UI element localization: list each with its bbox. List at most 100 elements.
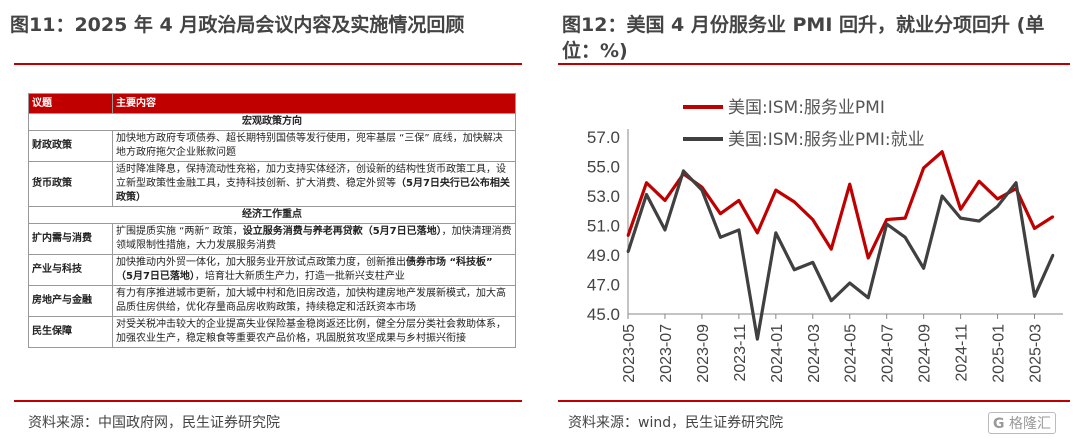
content-text: 加快地方政府专项债券、超长期特别国债等发行使用，兜牢基层 “三保” 底线，加快解… (116, 133, 503, 158)
row-content: 扩围提质实施 “两新” 政策，设立服务消费与养老再贷款（5月7日已落地），加快清… (112, 223, 516, 255)
data-point (1014, 181, 1018, 184)
data-point (867, 296, 870, 299)
y-tick-label: 49.0 (587, 246, 620, 265)
section-title: 经济工作重点 (28, 206, 516, 224)
row-topic: 民生保障 (28, 316, 113, 348)
data-point (885, 218, 888, 221)
row-topic: 产业与科技 (28, 254, 113, 286)
x-tick-label: 2024-07 (880, 324, 897, 383)
data-point (922, 267, 925, 270)
x-tick-label: 2025-03 (1028, 324, 1045, 383)
row-content: 加快推动内外贸一体化，加大服务业开放试点政策力度，创新推出债券市场 “科技板” … (112, 254, 516, 286)
y-tick-label: 57.0 (587, 128, 620, 147)
x-tick-label: 2023-09 (695, 324, 712, 383)
data-point (645, 193, 648, 196)
data-point (996, 205, 999, 208)
data-point (774, 188, 778, 192)
y-tick-label: 55.0 (587, 158, 620, 177)
data-point (663, 228, 667, 232)
row-content: 对受关税冲击较大的企业提高失业保险基金稳岗返还比例，健全分层分类社会救助体系，加… (112, 316, 516, 348)
data-point (1033, 295, 1036, 298)
data-point (626, 250, 630, 254)
highlight-text: 债券市场 “科技板” （5月7日已落地） (116, 257, 493, 282)
x-tick-label: 2025-01 (991, 324, 1008, 383)
table-row: 货币政策 适时降准降息，保持流动性充裕，加力支持实体经济，创设新的结构性货币政策工… (28, 161, 516, 207)
x-tick-label: 2024-09 (917, 324, 934, 383)
data-point (977, 219, 981, 223)
right-panel: 图12：美国 4 月份服务业 PMI 回升，就业分项回升 (单位：%) 57.0… (548, 0, 1080, 440)
x-tick-label: 2023-11 (732, 324, 749, 382)
table-row: 房地产与金融 有力有序推进城市更新，加大城中村和危旧房改造，加快构建房地产发展新模… (28, 285, 516, 317)
data-point (848, 183, 851, 186)
legend-label: 美国:ISM:服务业PMI:就业 (728, 130, 925, 150)
left-panel: 图11：2025 年 4 月政治局会议内容及实施情况回顾 议题 主要内容 宏观政… (0, 0, 535, 440)
content-text: 有力有序推进城市更新，加大城中村和危旧房改造，加快构建房地产发展新模式，加大高品… (116, 288, 506, 313)
series-line-employment (626, 169, 1055, 341)
content-text: 加快推动内外贸一体化，加大服务业开放试点政策力度，创新推出 (116, 257, 406, 268)
source-note: 资料来源：wind，民生证券研究院 (568, 415, 784, 431)
content-text: 扩围提质实施 “两新” 政策， (116, 226, 243, 237)
y-tick-label: 51.0 (587, 217, 620, 236)
data-point (774, 231, 778, 235)
data-point (737, 199, 741, 202)
x-tick-label: 2023-05 (621, 324, 638, 383)
table-row: 财政政策 加快地方政府专项债券、超长期特别国债等发行使用，兜牢基层 “三保” 底线… (28, 130, 516, 162)
section-row: 经济工作重点 (28, 206, 516, 224)
data-point (1051, 253, 1055, 257)
table-row: 民生保障 对受关税冲击较大的企业提高失业保险基金稳岗返还比例，健全分层分类社会救助… (28, 316, 516, 348)
data-point (626, 234, 630, 238)
data-point (996, 197, 999, 201)
header-content: 主要内容 (112, 93, 516, 114)
data-point (977, 180, 981, 183)
data-point (885, 222, 888, 226)
data-point (811, 218, 814, 221)
series-line-pmi (626, 150, 1054, 260)
x-tick-label: 2024-03 (806, 324, 823, 383)
data-point (700, 188, 704, 192)
data-point (848, 281, 851, 285)
watermark-text: 格隆汇 (1008, 416, 1051, 432)
content-text: ，加快清理消费领域限制性措施，大力发展服务消费 (116, 226, 512, 251)
row-topic: 房地产与金融 (28, 285, 113, 317)
row-topic: 货币政策 (28, 161, 113, 207)
data-point (811, 261, 814, 264)
policy-table: 议题 主要内容 宏观政策方向 财政政策 加快地方政府专项债券、超长期特别国债等发行使… (28, 93, 516, 348)
table-row: 扩内需与消费 扩围提质实施 “两新” 政策，设立服务消费与养老再贷款（5月7日已落… (28, 223, 516, 255)
figure-title-12: 图12：美国 4 月份服务业 PMI 回升，就业分项回升 (单位：%) (562, 14, 1045, 62)
table-header-row: 议题 主要内容 (28, 93, 516, 114)
watermark-g-icon: G (993, 416, 1005, 432)
source-divider (14, 400, 522, 402)
data-point (793, 268, 796, 271)
data-point (959, 208, 962, 211)
highlight-text: （5月7日央行已公布相关政策） (116, 178, 510, 203)
x-tick-label: 2024-05 (843, 324, 860, 383)
data-point (682, 169, 685, 173)
section-row: 宏观政策方向 (28, 113, 516, 131)
row-content: 适时降准降息，保持流动性充裕，加力支持实体经济，创设新的结构性货币政策工具，设立… (112, 161, 516, 207)
y-tick-label: 47.0 (587, 276, 620, 295)
row-topic: 扩内需与消费 (28, 223, 113, 255)
data-point (903, 216, 907, 220)
source-divider (558, 400, 1070, 402)
data-point (719, 236, 722, 239)
table-body: 宏观政策方向 财政政策 加快地方政府专项债券、超长期特别国债等发行使用，兜牢基层 “… (28, 113, 516, 348)
data-point (645, 181, 648, 184)
data-point (756, 231, 759, 235)
data-point (940, 150, 944, 153)
row-content: 有力有序推进城市更新，加大城中村和危旧房改造，加快构建房地产发展新模式，加大高品… (112, 285, 516, 317)
y-tick-label: 53.0 (587, 187, 620, 206)
section-title: 宏观政策方向 (28, 113, 516, 131)
data-point (1033, 227, 1036, 230)
data-point (922, 166, 925, 170)
content-text: 对受关税冲击较大的企业提高失业保险基金稳岗返还比例，健全分层分类社会救助体系，加… (116, 319, 506, 344)
x-tick-label: 2024-11 (954, 324, 971, 382)
figure-title-11: 图11：2025 年 4 月政治局会议内容及实施情况回顾 (10, 14, 465, 36)
data-point (867, 256, 870, 260)
data-point (737, 228, 741, 232)
data-point (1051, 215, 1055, 218)
data-point (959, 216, 962, 220)
content-text: ，培育壮大新质生产力，打造一批新兴支柱产业 (194, 271, 405, 282)
watermark: G 格隆汇 (988, 412, 1056, 434)
data-point (663, 199, 667, 202)
